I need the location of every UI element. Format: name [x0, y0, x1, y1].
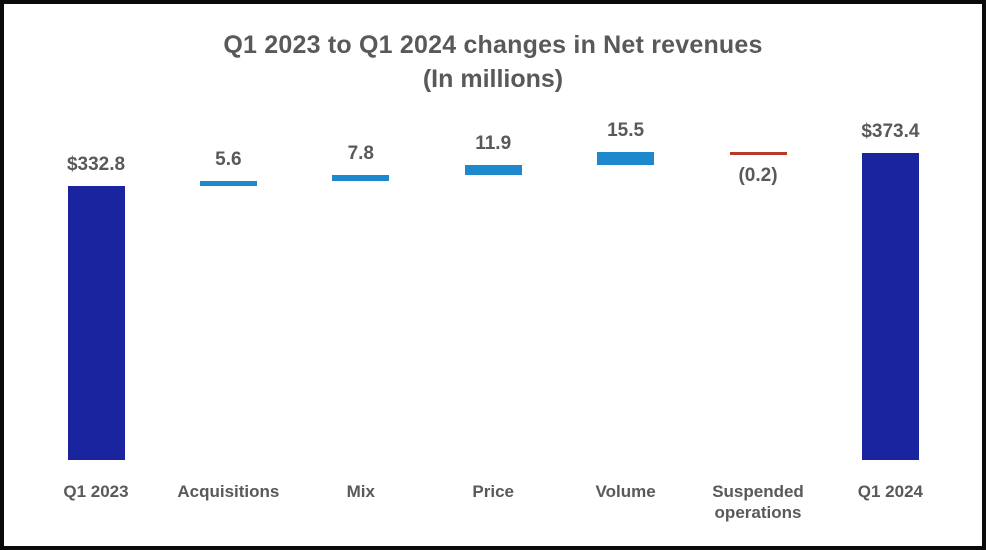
value-label-mix: 7.8	[347, 142, 374, 164]
value-label-volume: 15.5	[607, 120, 645, 142]
waterfall-plot-area: $332.8 Q1 2023 5.6 Acquisitions 7.8 Mix 11.9 Pr…	[4, 4, 982, 546]
bar-mix	[332, 174, 390, 182]
axis-label-suspended-operations: Suspended operations	[712, 482, 804, 522]
axis-label-acquisitions: Acquisitions	[177, 482, 280, 501]
bar-q1-2024	[861, 152, 919, 460]
axis-label-mix: Mix	[346, 482, 375, 501]
value-label-price: 11.9	[475, 133, 512, 155]
chart-title: Q1 2023 to Q1 2024 changes in Net revenu…	[223, 31, 763, 59]
axis-label-volume: Volume	[595, 482, 656, 501]
bar-price	[464, 165, 522, 175]
axis-label-q1-2024: Q1 2024	[857, 482, 923, 501]
chart-subtitle: (In millions)	[422, 65, 564, 93]
value-label-q1-2023: $332.8	[66, 154, 126, 175]
axis-label-price: Price	[472, 482, 514, 501]
axis-label-q1-2023: Q1 2023	[63, 482, 129, 501]
bar-volume	[597, 152, 655, 166]
bar-suspended-operations	[729, 152, 787, 155]
bar-acquisitions	[199, 181, 257, 186]
value-label-suspended-operations: (0.2)	[738, 164, 778, 186]
value-label-q1-2024: $373.4	[861, 120, 920, 142]
value-label-acquisitions: 5.6	[215, 149, 242, 171]
bar-q1-2023	[67, 186, 125, 460]
